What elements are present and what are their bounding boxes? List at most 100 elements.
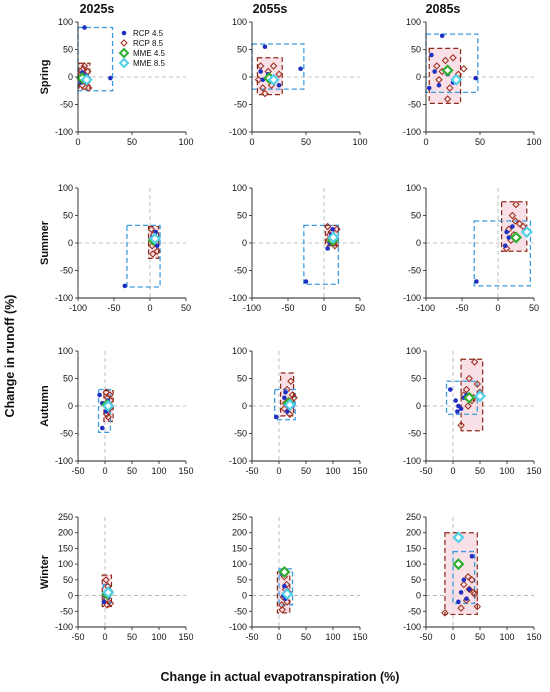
panel-summer-2055s: -100 -50 0 50 100 -100 -50 0 50 [229, 183, 365, 313]
x-tick-label: 150 [352, 632, 367, 642]
rcp85-point [323, 222, 332, 231]
rcp85-point [269, 62, 278, 70]
panel-summer-2025s: -100 -50 0 50 100 -100 -50 0 50 Summer [39, 183, 191, 313]
y-tick-label: 0 [68, 238, 73, 248]
rcp85-point [85, 84, 93, 92]
row-label-spring: Spring [39, 60, 51, 95]
rcp85-point [468, 576, 476, 584]
y-tick-label: 0 [242, 591, 247, 601]
y-tick-label: 200 [232, 528, 247, 538]
y-tick-label: -50 [60, 100, 73, 110]
y-tick-label: 150 [232, 543, 247, 553]
rcp85-point [464, 402, 472, 410]
rcp85-point [282, 580, 291, 589]
legend-label: RCP 8.5 [133, 39, 164, 48]
x-tick-label: 150 [526, 632, 541, 642]
rcp45-point [456, 599, 461, 605]
x-tick-label: 0 [450, 632, 455, 642]
x-tick-label: 50 [475, 137, 485, 147]
rcp85-point [277, 601, 286, 609]
y-tick-label: -50 [234, 100, 247, 110]
rcp45-range-box [473, 220, 532, 287]
panel-spring-2085s: -100 -50 0 50 100 0 50 100 [403, 17, 542, 147]
rcp85-point [106, 391, 114, 399]
rcp45-point [325, 246, 330, 251]
x-tick-label: -50 [419, 632, 432, 642]
rcp45-point [464, 596, 469, 602]
rcp45-point [504, 229, 509, 235]
y-tick-label: 0 [242, 72, 247, 82]
y-tick-label: 100 [232, 17, 247, 27]
y-tick-label: 50 [411, 575, 421, 585]
rcp85-point [147, 225, 156, 233]
rcp45-point [330, 226, 335, 232]
mme85-point [450, 73, 463, 86]
column-title-2055s: 2055s [253, 2, 288, 16]
x-tick-label: -50 [281, 303, 294, 313]
rcp45-point [439, 33, 445, 39]
x-tick-label: 150 [352, 466, 367, 476]
mme85-point [102, 586, 115, 599]
x-tick-label: 50 [529, 303, 539, 313]
rcp45-point [426, 85, 432, 91]
rcp45-point [436, 82, 442, 88]
mme85-point [102, 399, 115, 413]
column-title-2085s: 2085s [426, 2, 461, 16]
rcp85-point [80, 62, 89, 70]
x-tick-label: -100 [417, 303, 435, 313]
x-tick-label: 0 [495, 303, 500, 313]
rcp45-point [276, 82, 282, 88]
rcp85-point [470, 358, 479, 366]
x-tick-label: 150 [526, 466, 541, 476]
rcp45-point [502, 243, 508, 249]
y-tick-label: -100 [229, 293, 247, 303]
y-tick-label: 50 [237, 211, 247, 221]
y-tick-label: 100 [58, 183, 73, 193]
y-tick-label: -50 [408, 606, 421, 616]
y-tick-label: 100 [232, 183, 247, 193]
x-tick-label: 0 [321, 303, 326, 313]
rcp85-point [441, 56, 450, 65]
mme85-point [327, 231, 340, 244]
y-tick-label: -50 [60, 266, 73, 276]
x-tick-label: 50 [127, 137, 137, 147]
rcp85-point [443, 95, 452, 103]
rcp85-point [473, 380, 482, 388]
rcp85-point [515, 220, 524, 228]
rcp45-point [82, 25, 87, 30]
rcp85-point [435, 76, 443, 84]
mme45-point [278, 565, 291, 579]
x-tick-label: 50 [181, 303, 191, 313]
panel-summer-2085s: -100 -50 0 50 100 -100 -50 0 50 [403, 183, 539, 313]
x-tick-label: -50 [245, 466, 258, 476]
rcp85-point [103, 601, 111, 609]
y-tick-label: -100 [229, 622, 247, 632]
rcp45-point [456, 403, 461, 409]
y-tick-label: 50 [63, 211, 73, 221]
panel-spring-2055s: -100 -50 0 50 100 0 50 100 [229, 17, 368, 147]
rcp45-range-box [425, 33, 479, 94]
rcp45-point [283, 389, 288, 395]
rcp85-point [512, 200, 520, 209]
rcp45-point [466, 586, 472, 592]
y-tick-label: 100 [58, 346, 73, 356]
panel-spring-2025s: -100 -50 0 50 100 0 50 100 Spring [39, 17, 194, 147]
rcp85-point [446, 84, 454, 92]
rcp45-range-box [303, 224, 340, 285]
y-tick-label: 50 [237, 45, 247, 55]
rcp45-point [429, 52, 434, 58]
x-tick-label: 0 [423, 137, 428, 147]
rcp85-point [261, 89, 269, 98]
x-tick-label: 50 [355, 303, 365, 313]
mme85-point [283, 398, 296, 411]
y-tick-label: 250 [58, 512, 73, 522]
y-tick-label: -100 [403, 127, 421, 137]
rcp45-point [473, 75, 478, 81]
mme85-point [267, 73, 280, 86]
rcp85-point [106, 599, 115, 608]
